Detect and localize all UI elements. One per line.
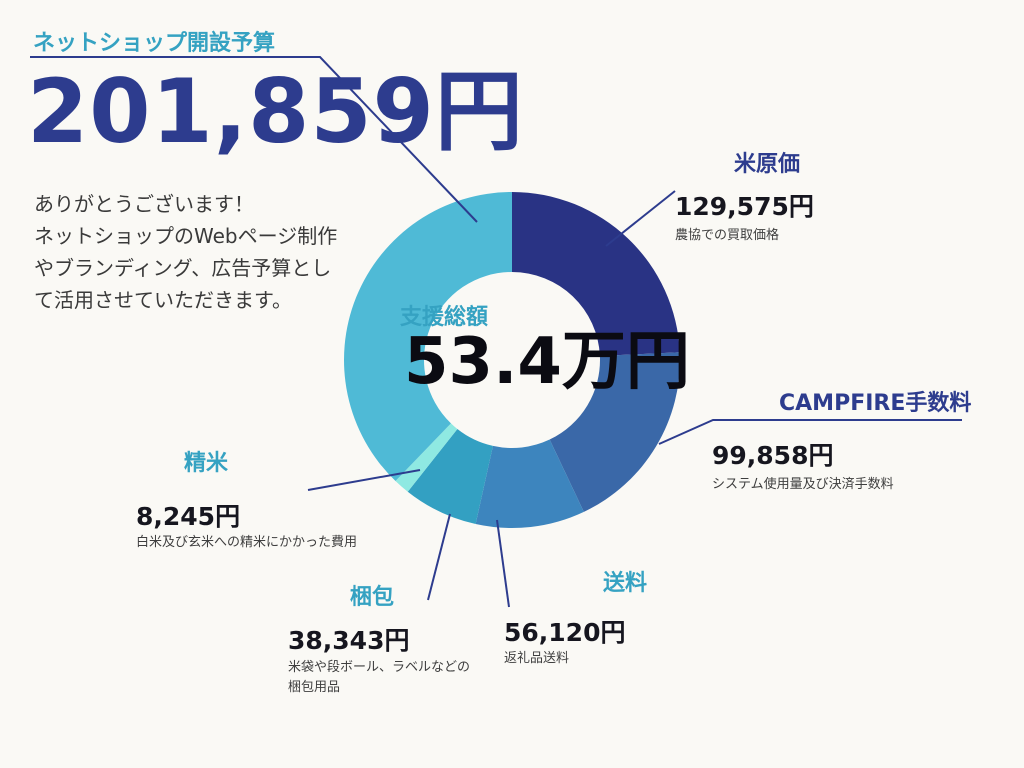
leader-line-seimai bbox=[307, 469, 421, 491]
total-label: 支援総額 bbox=[400, 305, 489, 330]
callout-amount-komegenka: 129,575円 bbox=[675, 192, 814, 221]
donut-segment-2 bbox=[549, 352, 680, 512]
leader-line-netshop bbox=[30, 56, 478, 223]
donut-segments bbox=[344, 192, 680, 528]
callout-label-komegenka: 米原価 bbox=[734, 152, 801, 177]
callout-amount-campfire: 99,858円 bbox=[712, 441, 834, 470]
callout-amount-konpo: 38,343円 bbox=[288, 626, 410, 655]
leader-lines bbox=[30, 56, 962, 608]
donut-segment-1 bbox=[512, 192, 680, 356]
leader-line-konpo bbox=[427, 513, 451, 601]
callout-label-seimai: 精米 bbox=[184, 451, 229, 476]
callout-note-soryo: 返礼品送料 bbox=[504, 651, 570, 666]
callout-amount-seimai: 8,245円 bbox=[136, 502, 241, 531]
callout-note-komegenka: 農協での買取価格 bbox=[675, 228, 780, 243]
callout-label-konpo: 梱包 bbox=[350, 585, 395, 610]
callout-label-campfire: CAMPFIRE手数料 bbox=[779, 391, 972, 416]
callout-note-campfire: システム使用量及び決済手数料 bbox=[712, 477, 894, 492]
thank-you-message: ありがとうございます！ ネットショップのWebページ制作 やブランディング、広告… bbox=[34, 192, 338, 312]
donut-segment-5 bbox=[395, 423, 458, 492]
donut-segment-3 bbox=[475, 439, 584, 528]
main-amount: 201,859円 bbox=[27, 60, 524, 163]
callout-note-seimai: 白米及び玄米への精米にかかった費用 bbox=[136, 535, 358, 550]
callout-label-soryo: 送料 bbox=[603, 571, 648, 596]
leader-line-campfire bbox=[658, 419, 962, 445]
callout-note-konpo: 米袋や段ボール、ラベルなどの 梱包用品 bbox=[288, 660, 471, 695]
callout-amount-soryo: 56,120円 bbox=[504, 618, 626, 647]
leader-line-komegenka bbox=[605, 190, 676, 247]
donut-segment-6 bbox=[344, 192, 512, 482]
total-amount: 53.4万円 bbox=[404, 325, 690, 399]
donut-segment-4 bbox=[407, 429, 493, 525]
main-segment-label: ネットショップ開設予算 bbox=[33, 31, 276, 56]
leader-line-soryo bbox=[496, 519, 510, 608]
